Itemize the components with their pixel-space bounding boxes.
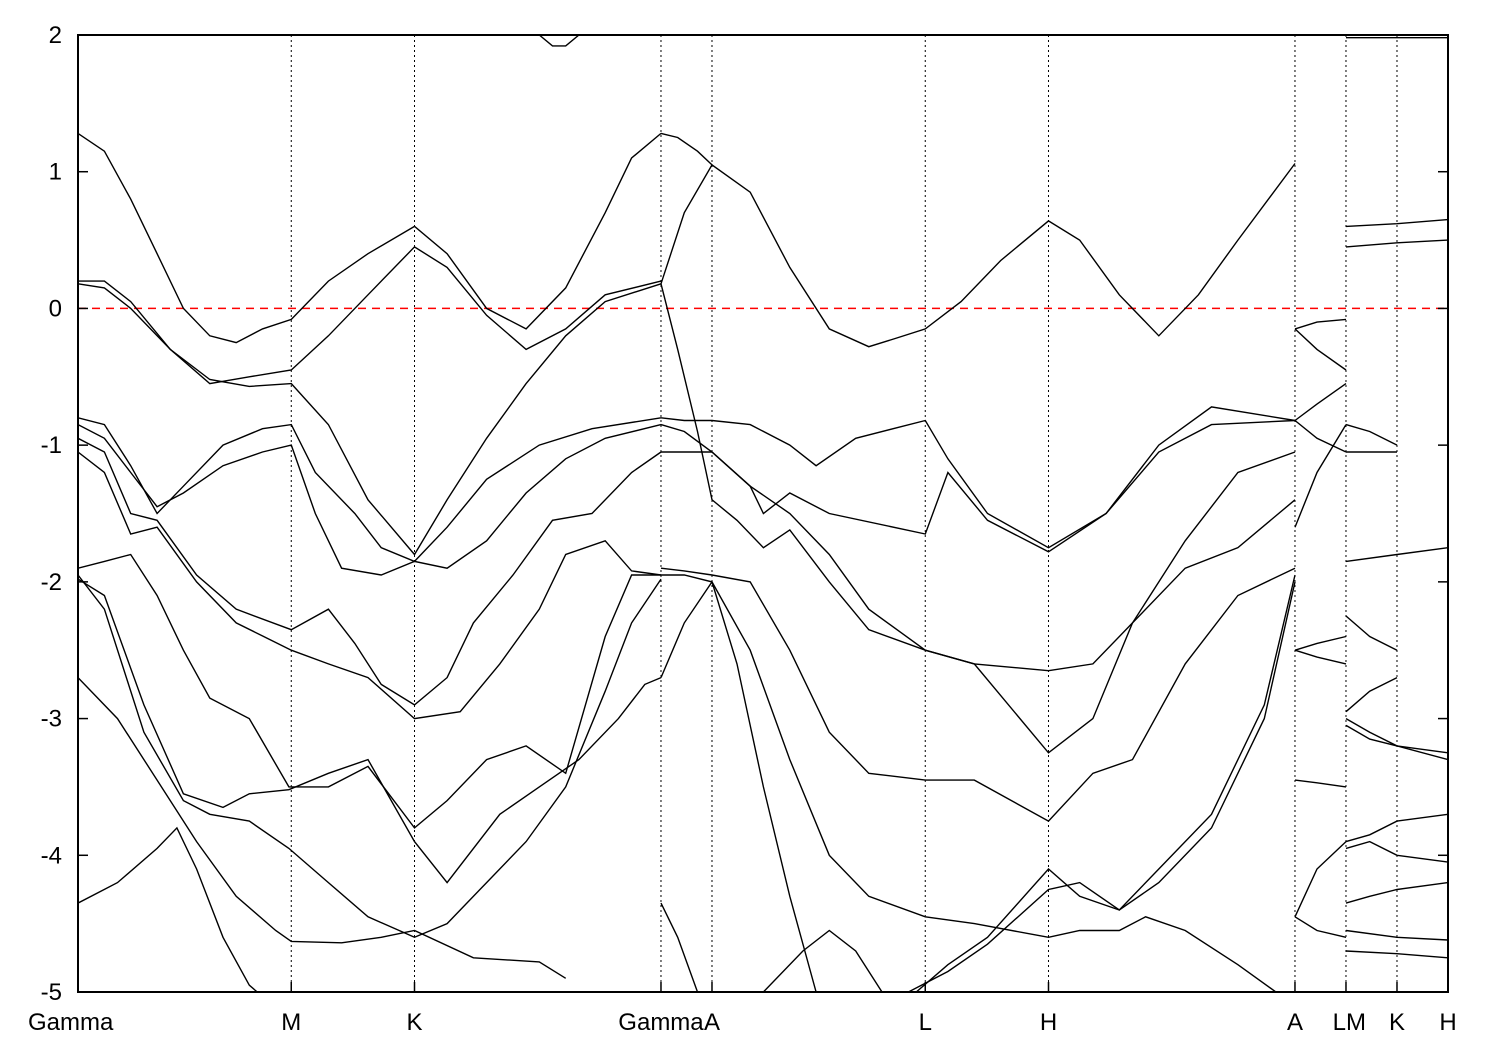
x-tick-label: K [406, 1009, 422, 1036]
band-line [78, 437, 662, 706]
band-line [78, 553, 661, 829]
band-line [1294, 318, 1347, 330]
band-line [660, 163, 1296, 348]
band-line [1345, 547, 1448, 563]
band-line [660, 580, 817, 992]
band-line [1345, 840, 1448, 863]
x-tick-label: H [1439, 1009, 1456, 1036]
band-line [1345, 676, 1398, 713]
band-line [660, 902, 699, 992]
band-line [661, 574, 1278, 992]
band-line [78, 578, 662, 884]
band-line [660, 132, 713, 166]
band-line [660, 567, 1296, 822]
band-line [1294, 635, 1347, 651]
band-line [78, 283, 662, 556]
band-line [78, 246, 662, 385]
band-line [1345, 423, 1398, 446]
x-tick-label: M [1346, 1009, 1366, 1036]
y-tick-label: 1 [49, 159, 62, 186]
band-line [1345, 929, 1448, 941]
band-line [1294, 841, 1347, 918]
y-tick-label: -3 [41, 706, 62, 733]
x-tick-label: K [1389, 1009, 1405, 1036]
plot-frame [77, 34, 1449, 993]
band-line [661, 451, 1296, 754]
y-tick-label: -5 [41, 979, 62, 1006]
band-line [1345, 239, 1448, 248]
y-tick-label: -1 [41, 432, 62, 459]
y-tick-label: -4 [41, 842, 62, 869]
band-line [1294, 419, 1347, 453]
band-line [538, 35, 580, 47]
x-tick-label: Gamma [28, 1009, 114, 1036]
y-axis: 2 1 0 -1 -2 -3 -4 -5 [41, 22, 1448, 1006]
band-line [1294, 328, 1347, 371]
band-line [78, 677, 567, 979]
band-line [1345, 881, 1448, 904]
band-line [908, 574, 1296, 992]
band-line [1345, 218, 1448, 228]
band-line [78, 417, 662, 563]
band-line [1345, 724, 1448, 761]
band-line [1294, 383, 1347, 422]
y-tick-label: 2 [49, 22, 62, 49]
x-tick-label: A [704, 1009, 720, 1036]
y-tick-label: 0 [49, 295, 62, 322]
x-axis: Gamma M K Gamma A L H A L M K H [28, 982, 1457, 1036]
band-line [1345, 717, 1448, 754]
x-tick-label: Gamma [618, 1009, 704, 1036]
x-tick-label: M [281, 1009, 301, 1036]
band-line [915, 581, 1296, 992]
band-line [1294, 649, 1347, 665]
x-tick-label: L [919, 1009, 932, 1036]
band-line [1345, 813, 1448, 843]
band-line [1294, 779, 1347, 788]
band-line [78, 826, 259, 992]
band-line [660, 406, 1296, 549]
band-line [1294, 916, 1347, 938]
band-line [1294, 424, 1347, 528]
band-line [1345, 615, 1398, 651]
band-line [78, 451, 662, 720]
band-line [762, 929, 883, 992]
band-line [1345, 950, 1448, 959]
x-tick-label: L [1333, 1009, 1346, 1036]
band-line [660, 283, 1296, 672]
y-tick-label: -2 [41, 569, 62, 596]
x-tick-label: A [1287, 1009, 1303, 1036]
band-line [78, 423, 662, 576]
x-tick-label: H [1040, 1009, 1057, 1036]
band-line [78, 132, 662, 344]
band-line [78, 574, 662, 939]
bands-group [78, 35, 1448, 992]
